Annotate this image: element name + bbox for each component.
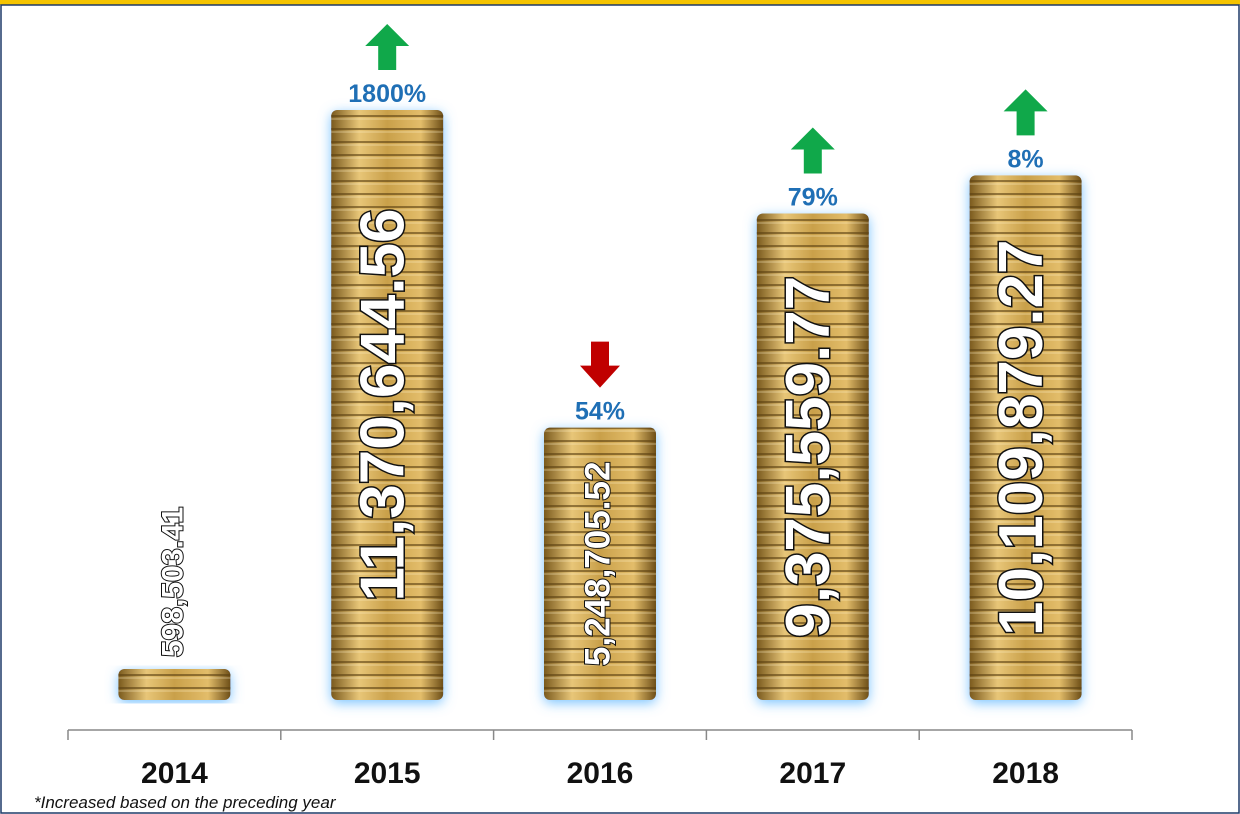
- coin-edges: [969, 175, 1082, 701]
- x-tick-label: 2016: [567, 757, 634, 790]
- coin-edges: [544, 427, 656, 700]
- top-border: [0, 0, 1240, 5]
- change-label: 8%: [1008, 145, 1044, 173]
- coin-edges: [331, 110, 444, 700]
- value-label: 598,503.41: [156, 507, 189, 657]
- change-label: 79%: [788, 184, 838, 212]
- frame: [0, 4, 1240, 814]
- footnote: *Increased based on the preceding year: [34, 793, 337, 812]
- up-arrow: [1003, 89, 1048, 136]
- coin-edges: [756, 213, 869, 700]
- change-label: 54%: [575, 398, 625, 426]
- value-label: 5,248,705.52: [578, 462, 617, 667]
- x-tick-label: 2017: [779, 757, 846, 790]
- value-label: 11,370,644.56: [349, 208, 418, 601]
- value-label: 9,375,559.77: [774, 276, 843, 638]
- down-arrow: [580, 341, 620, 388]
- x-tick-label: 2014: [141, 757, 208, 790]
- x-tick-label: 2018: [992, 757, 1059, 790]
- up-arrow: [790, 127, 835, 174]
- x-tick-label: 2015: [354, 757, 421, 790]
- value-label: 10,109,879.27: [987, 239, 1056, 636]
- change-label: 1800%: [348, 80, 426, 108]
- coin-edges: [118, 668, 231, 700]
- up-arrow: [365, 24, 410, 70]
